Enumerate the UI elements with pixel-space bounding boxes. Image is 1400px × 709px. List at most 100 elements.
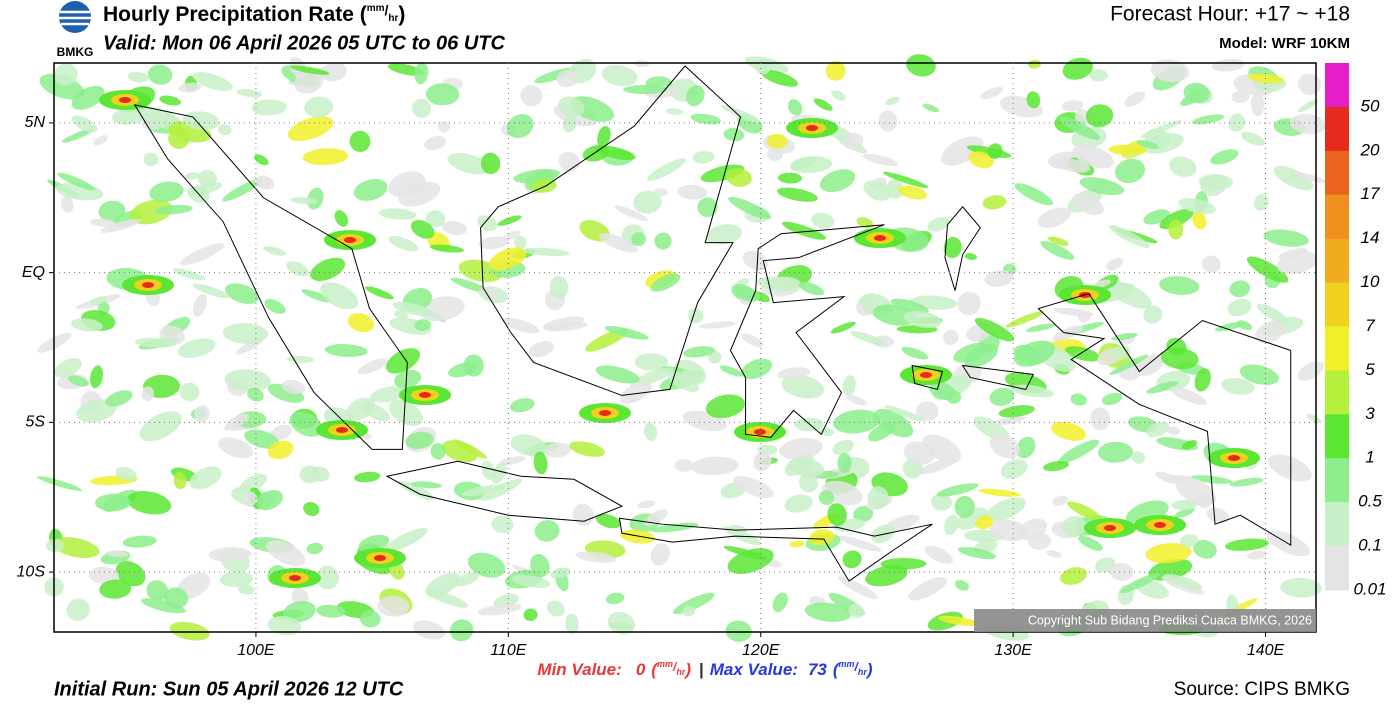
rain-cell bbox=[480, 478, 522, 501]
rain-cell bbox=[734, 286, 760, 302]
title-unit-den: hr bbox=[388, 13, 398, 24]
rain-cell bbox=[1040, 241, 1075, 260]
rain-cell bbox=[1037, 207, 1071, 228]
lat-tick-label: EQ bbox=[22, 264, 45, 281]
rain-cell bbox=[448, 362, 479, 378]
unit-den: hr bbox=[676, 667, 685, 677]
rain-cell bbox=[682, 605, 696, 617]
stats: Min Value: 0 (mm/hr) | Max Value: 73 (mm/hr) bbox=[537, 659, 872, 679]
rain-cell bbox=[218, 124, 232, 136]
rain-cell bbox=[767, 133, 788, 149]
rain-cell bbox=[1150, 59, 1190, 83]
rain-cell bbox=[1289, 114, 1327, 135]
rain-cell bbox=[957, 546, 996, 560]
rain-cell bbox=[1171, 500, 1198, 511]
rain-cell bbox=[677, 184, 708, 200]
rain-cell bbox=[943, 329, 959, 346]
rain-cell bbox=[388, 399, 424, 426]
rain-cell bbox=[572, 503, 594, 526]
rain-cell bbox=[90, 296, 107, 305]
rain-cell bbox=[60, 195, 74, 213]
rain-cell bbox=[784, 494, 813, 513]
rain-cell bbox=[1120, 572, 1161, 594]
rain-cell bbox=[365, 286, 394, 300]
unit-close: ) bbox=[865, 660, 873, 679]
rain-cell bbox=[954, 495, 975, 518]
rain-cell bbox=[1297, 99, 1319, 113]
rain-cell bbox=[159, 95, 181, 106]
rain-cell bbox=[1090, 407, 1111, 431]
rain-core bbox=[374, 555, 386, 561]
rain-cell bbox=[1052, 495, 1068, 506]
rain-cell bbox=[225, 283, 259, 304]
rain-cell bbox=[924, 545, 954, 564]
rain-cell bbox=[238, 584, 255, 595]
rain-cell bbox=[665, 108, 684, 115]
rain-cell bbox=[865, 565, 908, 587]
rain-cell bbox=[286, 355, 315, 363]
rain-cell bbox=[454, 572, 480, 587]
rain-cell bbox=[141, 598, 186, 614]
rain-cell bbox=[790, 156, 833, 174]
rain-cell bbox=[146, 580, 169, 601]
rain-cell bbox=[1273, 165, 1314, 191]
rain-core bbox=[419, 392, 431, 398]
rain-cell bbox=[291, 587, 309, 606]
rain-cell bbox=[1051, 421, 1087, 441]
colorbar-bin bbox=[1325, 238, 1349, 284]
rain-cell bbox=[1109, 563, 1134, 581]
rain-cell bbox=[606, 592, 625, 605]
logo: BMKG bbox=[57, 1, 93, 59]
lon-tick-label: 100E bbox=[237, 642, 275, 659]
rain-cell bbox=[623, 84, 668, 95]
rain-cell bbox=[370, 386, 407, 403]
rain-cell bbox=[253, 177, 273, 186]
rain-cell bbox=[1101, 392, 1123, 406]
rain-cell bbox=[425, 210, 446, 227]
rain-cell bbox=[837, 452, 852, 474]
rain-cell bbox=[985, 497, 1026, 522]
rain-cell bbox=[1169, 386, 1207, 405]
rain-cell bbox=[243, 491, 258, 506]
rain-cell bbox=[818, 490, 835, 506]
unit-open: ( bbox=[833, 660, 841, 679]
java bbox=[385, 460, 624, 522]
rain-core bbox=[754, 429, 766, 435]
rain-cell bbox=[1146, 421, 1170, 438]
rain-cell bbox=[666, 370, 700, 393]
rain-cell bbox=[425, 83, 460, 106]
rain-cell bbox=[225, 413, 250, 430]
rain-cell bbox=[850, 331, 886, 346]
rain-cell bbox=[562, 116, 577, 133]
rain-cell bbox=[139, 411, 182, 442]
rain-cell bbox=[777, 367, 811, 380]
rain-cell bbox=[1108, 144, 1147, 156]
rain-cell bbox=[76, 399, 117, 423]
rain-cell bbox=[1211, 58, 1245, 72]
rain-cell bbox=[644, 422, 658, 442]
rain-cell bbox=[906, 54, 936, 77]
rain-cell bbox=[719, 365, 743, 377]
sumatra bbox=[133, 104, 408, 450]
rain-cell bbox=[353, 178, 388, 201]
rain-cell bbox=[789, 540, 805, 548]
rain-cell bbox=[173, 472, 187, 490]
rain-cell bbox=[115, 561, 146, 587]
colorbar-bin bbox=[1325, 150, 1349, 196]
rain-core bbox=[336, 427, 348, 433]
rain-cell bbox=[838, 576, 878, 599]
rain-cell bbox=[1112, 345, 1131, 360]
rain-cell bbox=[324, 344, 368, 357]
rain-cell bbox=[549, 275, 569, 299]
title-unit-sep: / bbox=[385, 2, 389, 18]
rain-cell bbox=[301, 289, 332, 303]
logo-stripes bbox=[59, 10, 91, 26]
rain-cell bbox=[184, 172, 200, 180]
rain-cell bbox=[347, 313, 375, 333]
rain-cell bbox=[975, 515, 994, 530]
rain-cell bbox=[1106, 257, 1124, 271]
rain-cell bbox=[651, 522, 699, 533]
rain-cell bbox=[832, 439, 854, 455]
rain-cell bbox=[706, 224, 743, 245]
rain-cell bbox=[599, 233, 638, 253]
